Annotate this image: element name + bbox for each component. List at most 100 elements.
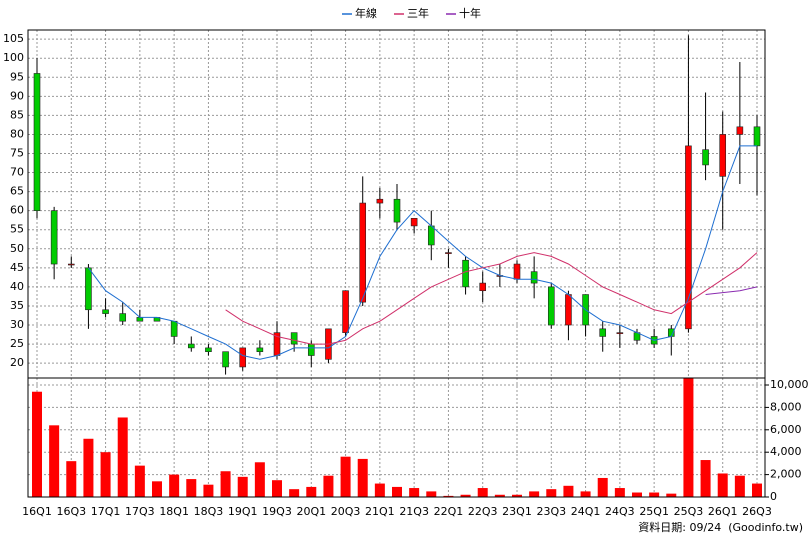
volume-bar bbox=[340, 456, 351, 497]
volume-bar bbox=[752, 483, 762, 497]
y-tick-label: 70 bbox=[10, 166, 24, 179]
y-tick-label: 45 bbox=[10, 261, 24, 274]
candle-body bbox=[445, 252, 452, 254]
y-tick-label: 90 bbox=[10, 89, 24, 102]
candle-body bbox=[427, 225, 435, 246]
candle-body bbox=[119, 313, 127, 322]
volume-bar bbox=[477, 488, 488, 497]
volume-bar bbox=[134, 465, 145, 497]
candle-body bbox=[67, 263, 75, 266]
x-tick-label: 23Q1 bbox=[502, 505, 532, 518]
x-tick-label: 24Q3 bbox=[605, 505, 635, 518]
volume-bar bbox=[117, 417, 128, 497]
volume-bar bbox=[426, 491, 437, 497]
y-tick-label: 80 bbox=[10, 127, 24, 140]
y-tick-label: 20 bbox=[10, 356, 24, 369]
y2-tick-label: 10,000 bbox=[770, 378, 808, 391]
volume-bar bbox=[374, 483, 385, 497]
volume-bar bbox=[529, 491, 540, 497]
candle-body bbox=[376, 198, 384, 204]
volume-bar bbox=[306, 486, 317, 497]
volume-bar bbox=[169, 474, 180, 497]
volume-bar bbox=[734, 475, 745, 497]
candle-body bbox=[736, 126, 744, 135]
legend-label: 三年 bbox=[407, 6, 429, 20]
candle-body bbox=[359, 202, 367, 303]
candle-body bbox=[719, 134, 727, 177]
x-tick-label: 21Q1 bbox=[365, 505, 395, 518]
volume-bar bbox=[357, 458, 368, 497]
y-tick-label: 75 bbox=[10, 146, 24, 159]
legend-label: 十年 bbox=[459, 6, 481, 20]
y2-tick-label: 6,000 bbox=[770, 423, 802, 436]
y-tick-label: 65 bbox=[10, 185, 24, 198]
x-tick-label: 20Q3 bbox=[331, 505, 361, 518]
candle-body bbox=[616, 332, 624, 334]
x-tick-label: 19Q3 bbox=[262, 505, 292, 518]
candle-body bbox=[410, 217, 418, 227]
volume-bar bbox=[597, 477, 608, 497]
volume-bar bbox=[494, 494, 505, 497]
candle-body bbox=[205, 347, 212, 352]
x-tick-label: 18Q1 bbox=[159, 505, 189, 518]
candle-body bbox=[685, 145, 692, 330]
y-tick-label: 100 bbox=[3, 51, 24, 64]
candle-body bbox=[187, 343, 195, 349]
volume-bar bbox=[580, 491, 591, 497]
volume-frame bbox=[27, 377, 766, 498]
x-tick-label: 16Q1 bbox=[22, 505, 52, 518]
candle-body bbox=[342, 290, 349, 333]
volume-bar bbox=[512, 494, 522, 497]
volume-bar bbox=[666, 493, 677, 497]
candle-body bbox=[85, 267, 92, 311]
volume-bar bbox=[237, 476, 248, 497]
x-tick-label: 16Q3 bbox=[56, 505, 86, 518]
y-tick-label: 105 bbox=[3, 32, 24, 45]
y-tick-label: 60 bbox=[10, 204, 24, 217]
y-tick-label: 95 bbox=[10, 70, 24, 83]
candle-body bbox=[256, 347, 264, 352]
ma-line bbox=[88, 145, 757, 360]
candle-body bbox=[547, 286, 555, 326]
candle-body bbox=[290, 332, 298, 345]
x-tick-label: 17Q3 bbox=[125, 505, 155, 518]
legend-label: 年線 bbox=[355, 6, 377, 20]
x-tick-label: 20Q1 bbox=[296, 505, 326, 518]
x-tick-label: 22Q1 bbox=[434, 505, 464, 518]
volume-bar bbox=[49, 425, 60, 497]
candle-body bbox=[530, 271, 538, 284]
ma-line bbox=[225, 252, 758, 345]
volume-bar bbox=[409, 488, 420, 497]
volume-bar bbox=[443, 495, 454, 497]
volume-bar bbox=[717, 473, 728, 497]
y-tick-label: 40 bbox=[10, 280, 24, 293]
volume-bar bbox=[32, 391, 42, 497]
y-tick-label: 30 bbox=[10, 318, 24, 331]
x-tick-label: 23Q3 bbox=[536, 505, 566, 518]
x-tick-label: 25Q3 bbox=[674, 505, 704, 518]
y-tick-label: 35 bbox=[10, 299, 24, 312]
candle-body bbox=[102, 309, 109, 314]
volume-bar bbox=[100, 452, 111, 497]
y2-tick-label: 2,000 bbox=[770, 468, 802, 481]
volume-bar bbox=[632, 492, 642, 497]
volume-bar bbox=[66, 461, 77, 497]
volume-bar bbox=[649, 492, 660, 497]
x-tick-label: 25Q1 bbox=[639, 505, 669, 518]
volume-bar bbox=[460, 494, 471, 497]
candle-body bbox=[565, 294, 572, 326]
volume-bar bbox=[254, 462, 265, 497]
candle-body bbox=[753, 126, 761, 147]
candle-body bbox=[462, 259, 469, 288]
candle-body bbox=[239, 347, 247, 368]
volume-bar bbox=[203, 484, 214, 497]
volume-bar bbox=[323, 475, 334, 497]
x-tick-label: 26Q3 bbox=[742, 505, 772, 518]
ma-line bbox=[705, 286, 758, 295]
x-tick-label: 17Q1 bbox=[91, 505, 121, 518]
candle-body bbox=[479, 282, 487, 292]
volume-bar bbox=[289, 489, 300, 497]
volume-bar bbox=[614, 488, 625, 497]
candle-body bbox=[136, 317, 144, 322]
